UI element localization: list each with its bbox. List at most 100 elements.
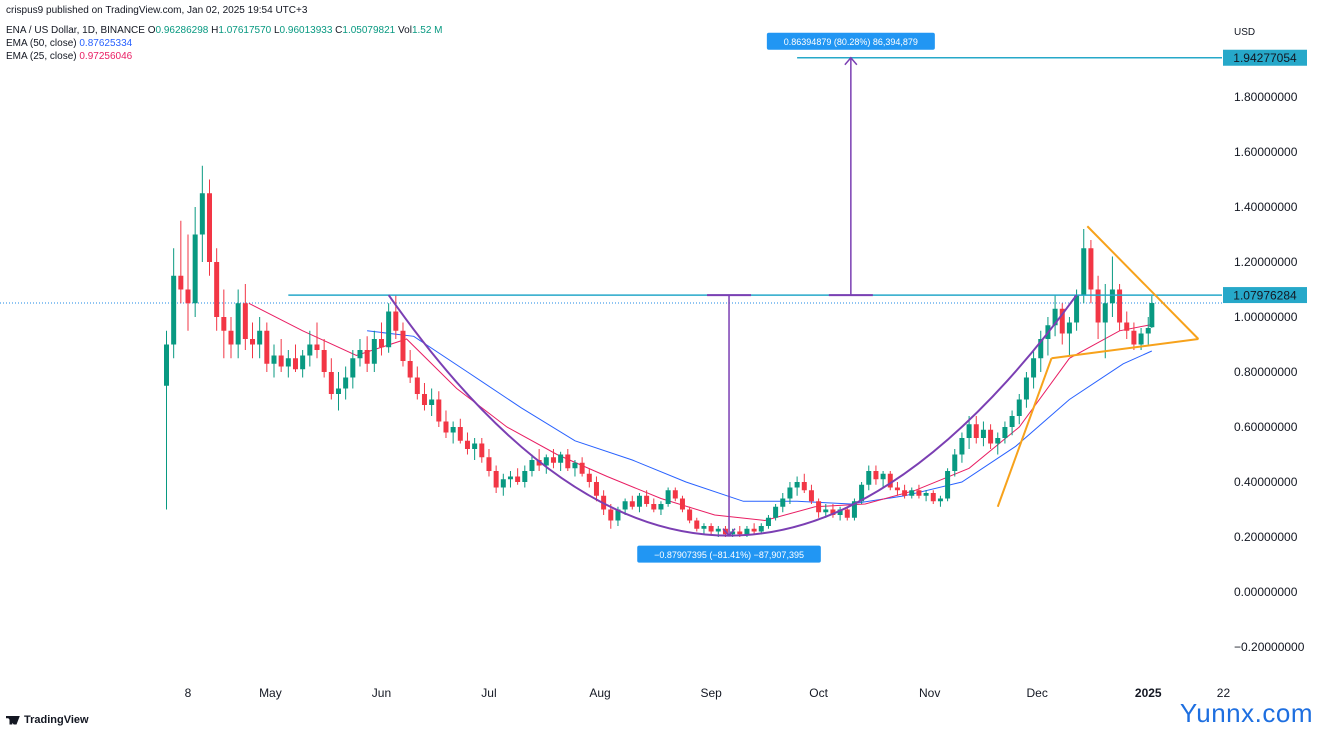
candle-body (952, 454, 958, 471)
candle (758, 523, 764, 535)
measure-up-arrow (828, 56, 873, 297)
candle (866, 465, 872, 491)
tradingview-logo[interactable]: TradingView (6, 714, 89, 726)
candle (830, 504, 836, 518)
candle-body (708, 526, 714, 532)
candle-body (235, 303, 241, 345)
candle-body (909, 490, 915, 496)
candle (844, 506, 850, 521)
candle-body (1066, 322, 1072, 334)
candle (923, 490, 929, 502)
candle (694, 517, 700, 532)
candle-body (823, 509, 829, 513)
candle-body (171, 275, 177, 345)
candle (651, 498, 657, 513)
high-value: 1.07617570 (218, 25, 272, 36)
candle (357, 339, 363, 367)
x-tick-label: Dec (1026, 686, 1047, 700)
candle-body (393, 311, 399, 331)
candle (629, 495, 635, 510)
candle (242, 284, 248, 350)
candle-body (486, 457, 492, 471)
candle (486, 449, 492, 477)
candle-body (1031, 358, 1037, 378)
candle (264, 322, 270, 372)
candle (644, 490, 650, 507)
candle (235, 289, 241, 359)
candle-body (615, 509, 621, 521)
candle (192, 207, 198, 317)
candle (400, 322, 406, 367)
candle-body (737, 531, 743, 535)
candle (457, 418, 463, 444)
candle (973, 416, 979, 444)
x-tick-label: May (259, 686, 282, 700)
ema25-value: 0.97256046 (79, 51, 133, 62)
candle (1095, 275, 1101, 339)
candle (665, 487, 671, 507)
candle-body (973, 424, 979, 438)
candle-body (923, 493, 929, 496)
candle-body (916, 490, 922, 496)
candle-body (543, 457, 549, 466)
candle-body (257, 330, 263, 345)
candle (679, 495, 685, 513)
candle-body (744, 528, 750, 535)
candle-body (1059, 308, 1065, 334)
y-tick-label: 0.60000000 (1234, 420, 1298, 434)
candle (593, 476, 599, 502)
y-tick-label: 1.20000000 (1234, 255, 1298, 269)
price-tag-bg (1223, 49, 1307, 66)
candle-body (988, 429, 994, 444)
candle-body (873, 471, 879, 480)
candle (321, 339, 327, 378)
candle-body (228, 330, 234, 345)
price-tag: 1.94277054 (1223, 49, 1307, 66)
price-axis: USD 1.80000000 1.60000000 1.40000000 1.20000… (1222, 0, 1323, 700)
candle (565, 449, 571, 471)
candle (1052, 295, 1058, 337)
close-value: 1.05079821 (342, 25, 396, 36)
candle-body (285, 358, 291, 367)
y-tick-label: 0.00000000 (1234, 585, 1298, 599)
candle (450, 421, 456, 444)
x-tick-label: Jun (372, 686, 391, 700)
candle (751, 523, 757, 535)
candle (1066, 317, 1072, 356)
candle-body (758, 526, 764, 532)
candle (421, 383, 427, 411)
ema50-line (367, 330, 1153, 505)
candle (672, 487, 678, 502)
candle (300, 350, 306, 378)
candle (558, 451, 564, 471)
candle (257, 317, 263, 359)
price-tag-text: 1.07976284 (1233, 289, 1297, 303)
candle (636, 493, 642, 513)
ema25-label: EMA (25, close) (6, 51, 77, 62)
candle-body (335, 388, 341, 394)
measure-down-arrow (707, 294, 752, 537)
candle (515, 468, 521, 485)
candle (1149, 296, 1155, 328)
candle-body (443, 421, 449, 433)
x-tick-label: Jul (481, 686, 496, 700)
x-tick-label: Sep (700, 686, 722, 700)
candle-body (328, 372, 334, 394)
x-tick-label: Aug (589, 686, 610, 700)
candle-body (493, 471, 499, 488)
candle-body (593, 482, 599, 496)
price-axis-bg (1222, 0, 1323, 700)
candle (529, 454, 535, 477)
candle (550, 449, 556, 469)
candle-body (414, 377, 420, 394)
ema50-label: EMA (50, close) (6, 38, 77, 49)
candle-body (945, 471, 951, 499)
candle (1145, 317, 1151, 345)
measure-up-label: 0.86394879 (80.28%) 86,394,879 (766, 32, 935, 50)
candle-body (1052, 308, 1058, 326)
candle-body (687, 509, 693, 521)
measure-down-label: −0.87907395 (−81.41%) −87,907,395 (637, 545, 821, 563)
candle-body (515, 476, 521, 482)
candle-body (206, 193, 212, 262)
